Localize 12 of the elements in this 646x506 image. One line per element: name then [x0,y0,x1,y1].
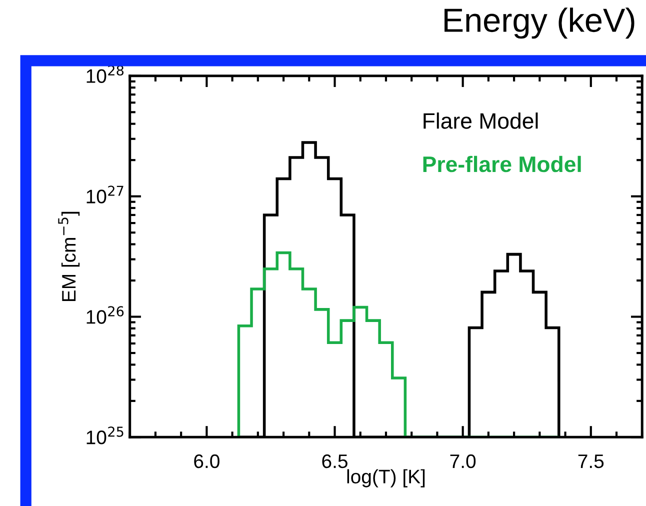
y-tick-label: 10$^{25}$ [86,426,124,444]
x-axis-title: log(T) [K] [347,469,425,488]
x-tick-label: 7.0 [450,454,476,468]
text: Pre-flare Model [423,156,581,172]
y-tick-label: 10$^{27}$ [86,186,124,204]
legend-label: Flare Model [424,112,538,129]
x-tick-label: 6.0 [194,454,220,468]
y-axis-title: EM [cm$^{−5}$] [58,212,80,302]
chart-title: Energy (keV) [444,8,634,39]
y-tick-label: 10$^{26}$ [86,306,124,324]
x-tick-label: 6.5 [322,454,348,468]
x-tick-label: 7.5 [578,454,604,468]
